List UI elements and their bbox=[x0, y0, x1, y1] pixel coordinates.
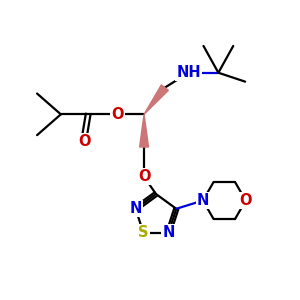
Text: O: O bbox=[78, 134, 91, 148]
Text: S: S bbox=[138, 225, 148, 240]
Text: N: N bbox=[197, 193, 209, 208]
Text: O: O bbox=[239, 193, 252, 208]
Text: N: N bbox=[129, 201, 142, 216]
Text: O: O bbox=[138, 169, 150, 184]
Polygon shape bbox=[144, 85, 168, 114]
Text: NH: NH bbox=[176, 65, 201, 80]
Text: N: N bbox=[162, 225, 175, 240]
Polygon shape bbox=[140, 114, 148, 147]
Text: O: O bbox=[111, 107, 124, 122]
